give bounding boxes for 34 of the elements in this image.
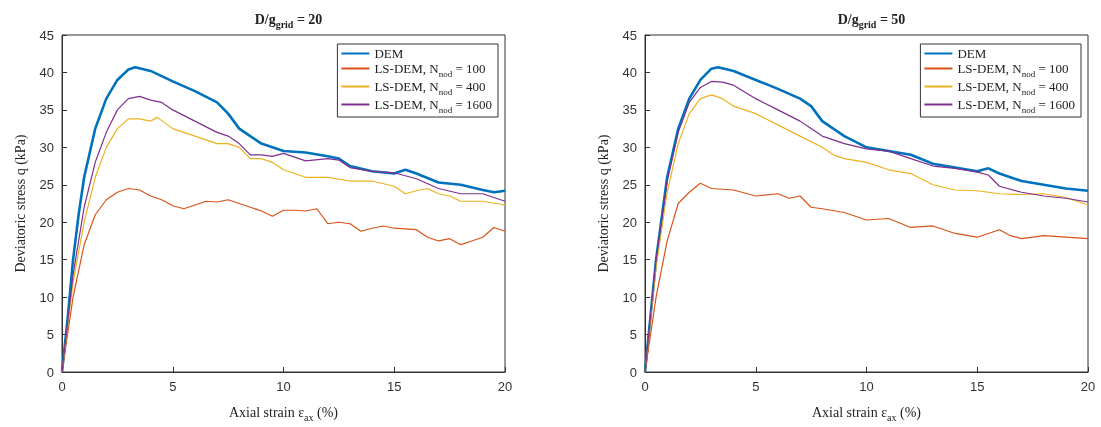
y-tick-label: 10 [622,289,637,305]
y-tick-label: 45 [622,27,637,43]
x-tick-label: 20 [1080,379,1096,394]
y-axis-title: Deviatoric stress q (kPa) [12,134,29,273]
x-tick-label: 10 [859,379,874,394]
y-tick-label: 10 [39,289,54,305]
x-tick-label: 15 [387,379,402,394]
y-axis-title: Deviatoric stress q (kPa) [595,134,612,273]
y-tick-label: 35 [39,102,54,118]
y-tick-label: 45 [39,27,54,43]
y-tick-label: 5 [46,327,54,343]
y-tick-label: 30 [622,139,637,155]
x-tick-label: 0 [641,379,649,394]
x-tick-label: 10 [276,379,291,394]
x-tick-label: 0 [58,379,66,394]
x-tick-label: 5 [169,379,177,394]
legend-label: DEM [374,46,404,61]
y-tick-label: 15 [622,252,637,268]
x-tick-label: 15 [970,379,985,394]
y-tick-label: 25 [622,177,637,193]
y-tick-label: 20 [622,214,637,230]
y-tick-label: 25 [39,177,54,193]
y-tick-label: 40 [39,64,54,80]
x-tick-label: 5 [752,379,760,394]
y-tick-label: 5 [629,327,637,343]
y-tick-label: 0 [629,364,637,380]
y-tick-label: 30 [39,139,54,155]
x-tick-label: 20 [497,379,513,394]
y-tick-label: 0 [46,364,54,380]
y-tick-label: 35 [622,102,637,118]
y-tick-label: 20 [39,214,54,230]
legend-label: DEM [957,46,987,61]
y-tick-label: 40 [622,64,637,80]
y-tick-label: 15 [39,252,54,268]
